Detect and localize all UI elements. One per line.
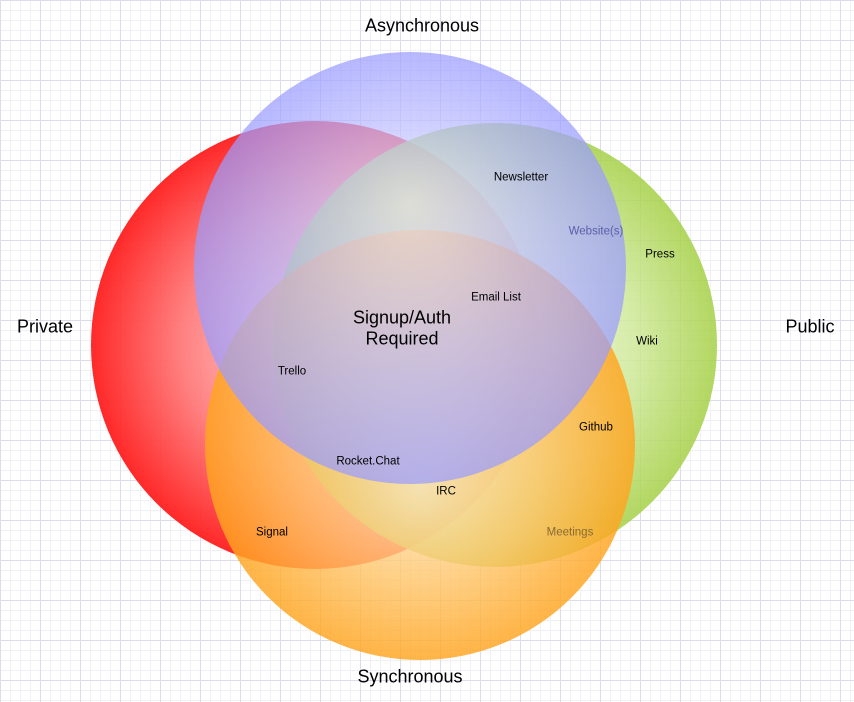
public-label: Public xyxy=(785,316,835,337)
item-irc: IRC xyxy=(436,485,456,498)
asynchronous-label: Asynchronous xyxy=(364,15,480,36)
private-label: Private xyxy=(16,316,74,337)
item-email-list: Email List xyxy=(471,291,521,304)
item-trello: Trello xyxy=(277,365,307,378)
item-rocket-chat: Rocket.Chat xyxy=(336,455,400,468)
item-github: Github xyxy=(579,421,613,434)
asynchronous-circle xyxy=(194,52,626,484)
center-label-line2: Required xyxy=(365,328,439,348)
item-newsletter: Newsletter xyxy=(493,171,549,184)
item-press: Press xyxy=(645,248,675,261)
item-wiki: Wiki xyxy=(636,335,658,348)
item-signal: Signal xyxy=(256,526,288,539)
center-label: Signup/Auth Required xyxy=(353,307,451,348)
item-meetings: Meetings xyxy=(546,526,594,539)
item-websites: Website(s) xyxy=(568,225,624,238)
synchronous-label: Synchronous xyxy=(357,666,463,687)
center-label-line1: Signup/Auth xyxy=(352,307,452,328)
